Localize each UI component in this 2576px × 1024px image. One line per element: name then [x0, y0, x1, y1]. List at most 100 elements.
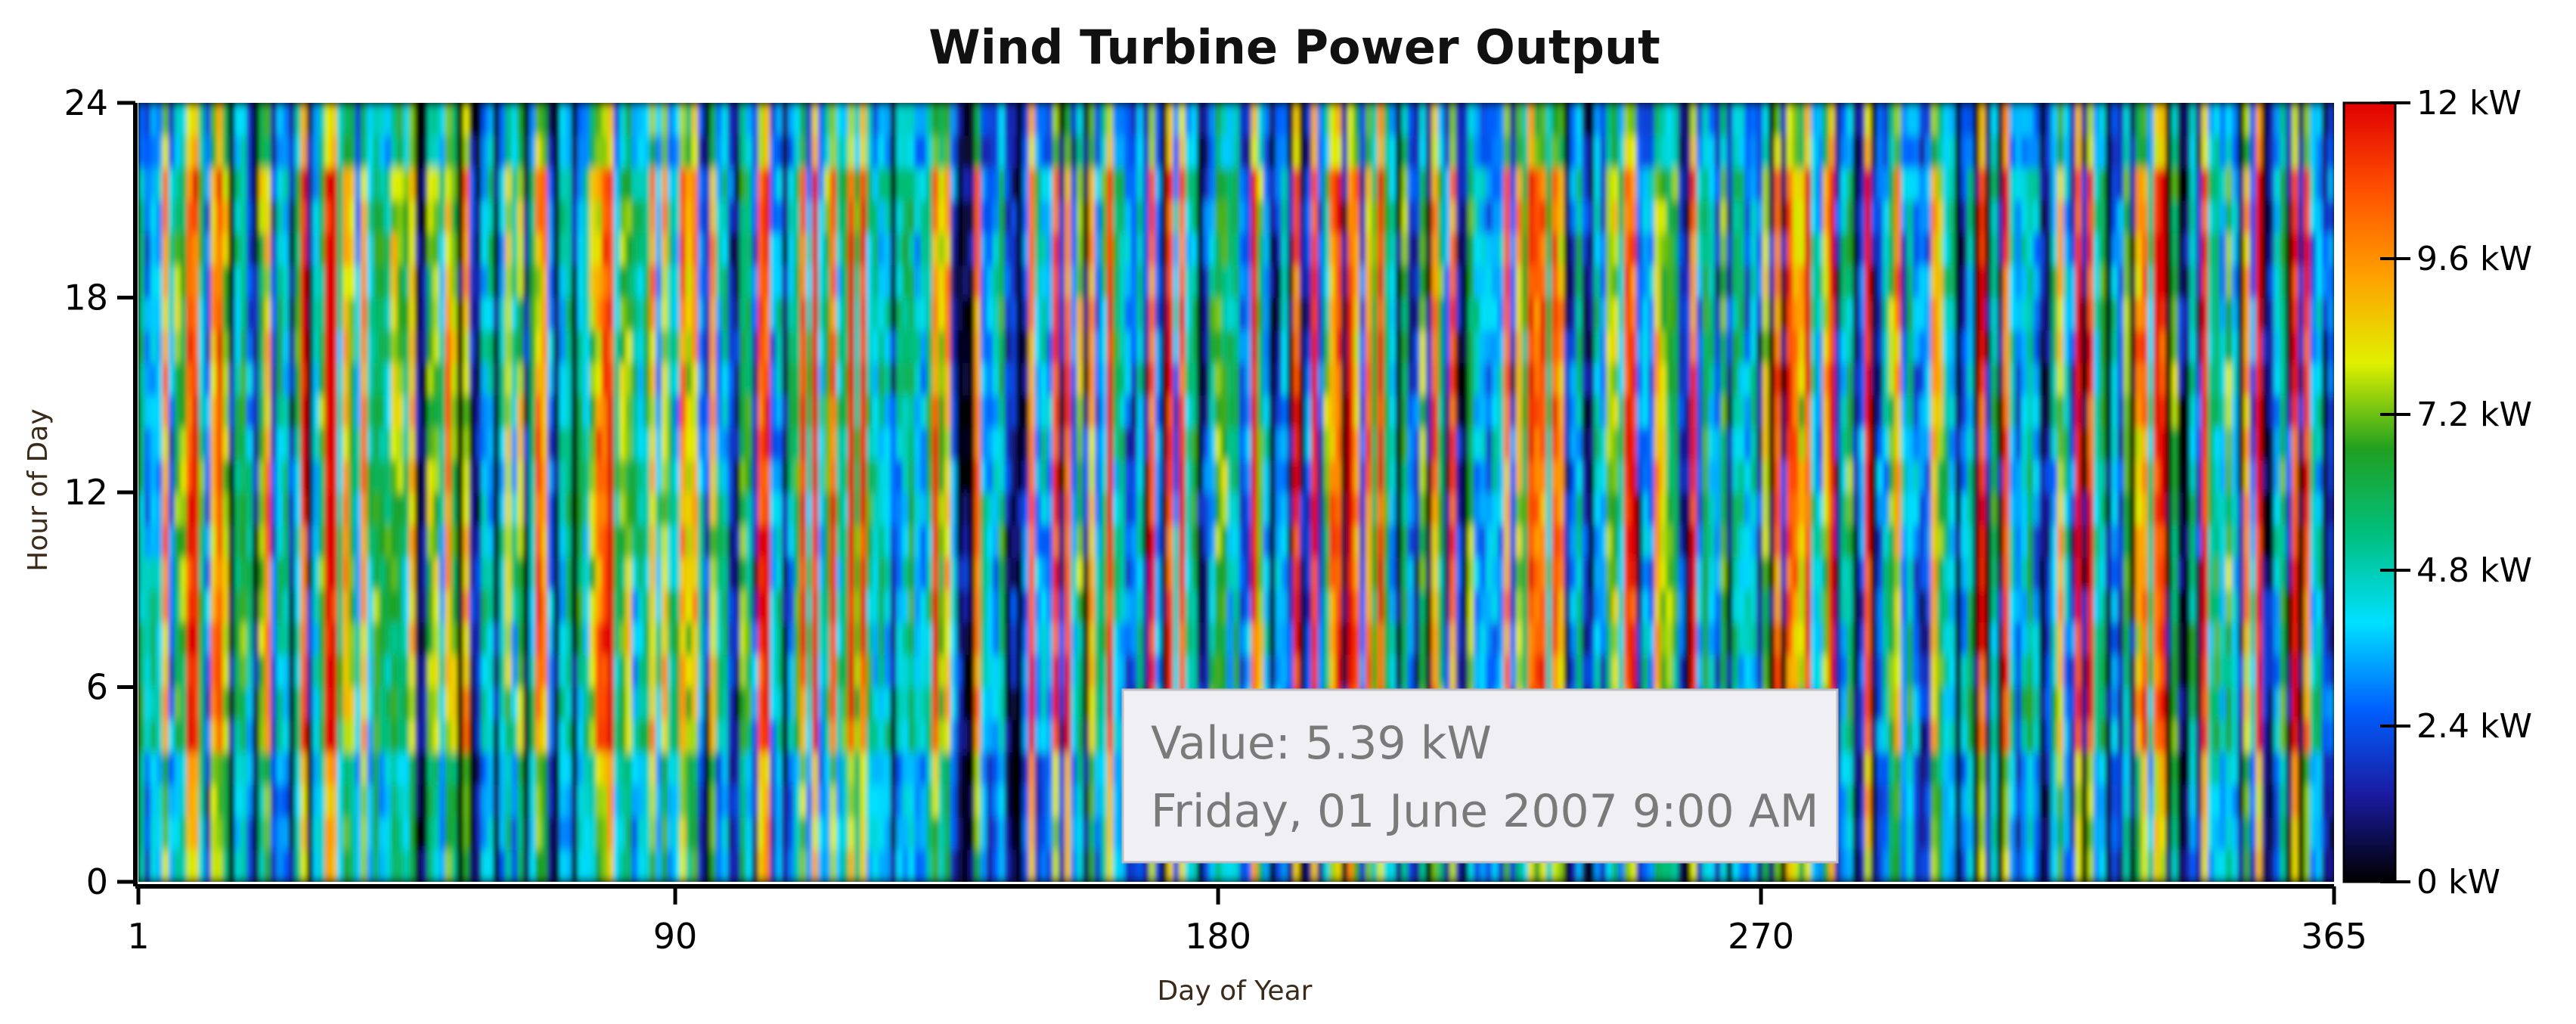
heatmap-cell: [1215, 200, 1222, 234]
heatmap-cell: [812, 817, 819, 850]
heatmap-cell: [962, 135, 969, 169]
heatmap-cell: [896, 524, 904, 558]
heatmap-cell: [414, 200, 422, 234]
heatmap-cell: [835, 784, 843, 818]
heatmap-cell: [397, 849, 404, 882]
heatmap-cell: [397, 297, 404, 331]
heatmap-cell: [253, 817, 259, 850]
heatmap-cell: [300, 654, 308, 688]
heatmap-cell: [625, 362, 633, 396]
heatmap-cell: [1305, 654, 1313, 688]
heatmap-cell: [1040, 524, 1047, 558]
heatmap-cell: [1118, 849, 1126, 882]
heatmap-cell: [1179, 200, 1186, 234]
heatmap-cell: [1353, 395, 1360, 428]
heatmap-cell: [1065, 784, 1071, 818]
heatmap-cell: [318, 427, 326, 461]
heatmap-cell: [842, 167, 849, 201]
heatmap-cell: [397, 719, 404, 752]
heatmap-cell: [180, 427, 188, 461]
heatmap-cell: [1089, 330, 1096, 363]
heatmap-cell: [336, 135, 344, 169]
heatmap-cell: [162, 687, 169, 721]
heatmap-cell: [950, 817, 957, 850]
heatmap-cell: [607, 817, 615, 850]
heatmap-cell: [1251, 492, 1258, 526]
heatmap-cell: [1077, 849, 1083, 882]
heatmap-cell: [932, 232, 939, 266]
heatmap-cell: [1022, 557, 1030, 591]
heatmap-cell: [1124, 622, 1132, 656]
heatmap-cell: [1100, 719, 1108, 752]
heatmap-cell: [336, 557, 344, 591]
heatmap-cell: [282, 622, 290, 656]
heatmap-cell: [818, 557, 825, 591]
heatmap-cell: [1347, 622, 1354, 656]
heatmap-cell: [385, 167, 392, 201]
heatmap-cell: [379, 167, 386, 201]
heatmap-cell: [222, 427, 229, 461]
heatmap-cell: [180, 524, 188, 558]
heatmap-cell: [697, 232, 705, 266]
heatmap-cell: [409, 103, 416, 136]
heatmap-cell: [487, 297, 494, 331]
heatmap-cell: [703, 232, 711, 266]
heatmap-cell: [367, 135, 374, 169]
heatmap-cell: [806, 687, 813, 721]
heatmap-cell: [1028, 395, 1036, 428]
heatmap-cell: [1203, 654, 1210, 688]
heatmap-cell: [625, 265, 633, 299]
heatmap-cell: [475, 849, 482, 882]
heatmap-cell: [1118, 232, 1126, 266]
heatmap-cell: [439, 687, 446, 721]
heatmap-cell: [806, 103, 813, 136]
heatmap-cell: [216, 200, 223, 234]
heatmap-cell: [138, 524, 145, 558]
heatmap-cell: [739, 460, 747, 493]
heatmap-cell: [902, 232, 909, 266]
heatmap-cell: [914, 167, 921, 201]
heatmap-cell: [824, 654, 831, 688]
heatmap-cell: [866, 524, 873, 558]
heatmap-cell: [475, 362, 482, 396]
heatmap-cell: [703, 589, 711, 623]
heatmap-cell: [613, 817, 621, 850]
heatmap-cell: [1155, 427, 1162, 461]
heatmap-cell: [571, 654, 578, 688]
heatmap-cell: [715, 622, 723, 656]
heatmap-cell: [403, 784, 410, 818]
heatmap-cell: [403, 622, 410, 656]
heatmap-cell: [980, 524, 987, 558]
heatmap-cell: [962, 654, 969, 688]
heatmap-cell: [715, 524, 723, 558]
heatmap-cell: [1010, 135, 1018, 169]
heatmap-cell: [1238, 103, 1246, 136]
heatmap-cell: [721, 330, 729, 363]
heatmap-cell: [1238, 330, 1246, 363]
heatmap-cell: [1238, 200, 1246, 234]
heatmap-cell: [890, 330, 897, 363]
heatmap-cell: [343, 849, 350, 882]
heatmap-cell: [691, 589, 699, 623]
heatmap-cell: [968, 752, 975, 785]
heatmap-cell: [186, 103, 194, 136]
heatmap-cell: [535, 167, 542, 201]
heatmap-cell: [794, 297, 801, 331]
heatmap-cell: [228, 622, 235, 656]
heatmap-cell: [986, 654, 994, 688]
heatmap-cell: [992, 103, 1000, 136]
heatmap-cell: [1329, 524, 1336, 558]
heatmap-cell: [1215, 330, 1222, 363]
heatmap-cell: [662, 784, 668, 818]
heatmap-cell: [517, 752, 524, 785]
heatmap-cell: [962, 200, 969, 234]
heatmap-cell: [379, 752, 386, 785]
heatmap-cell: [1161, 460, 1168, 493]
heatmap-cell: [343, 784, 350, 818]
heatmap-cell: [1028, 135, 1036, 169]
heatmap-cell: [535, 622, 542, 656]
heatmap-cell: [403, 557, 410, 591]
heatmap-cell: [992, 687, 1000, 721]
heatmap-cell: [583, 849, 591, 882]
heatmap-cell: [379, 784, 386, 818]
